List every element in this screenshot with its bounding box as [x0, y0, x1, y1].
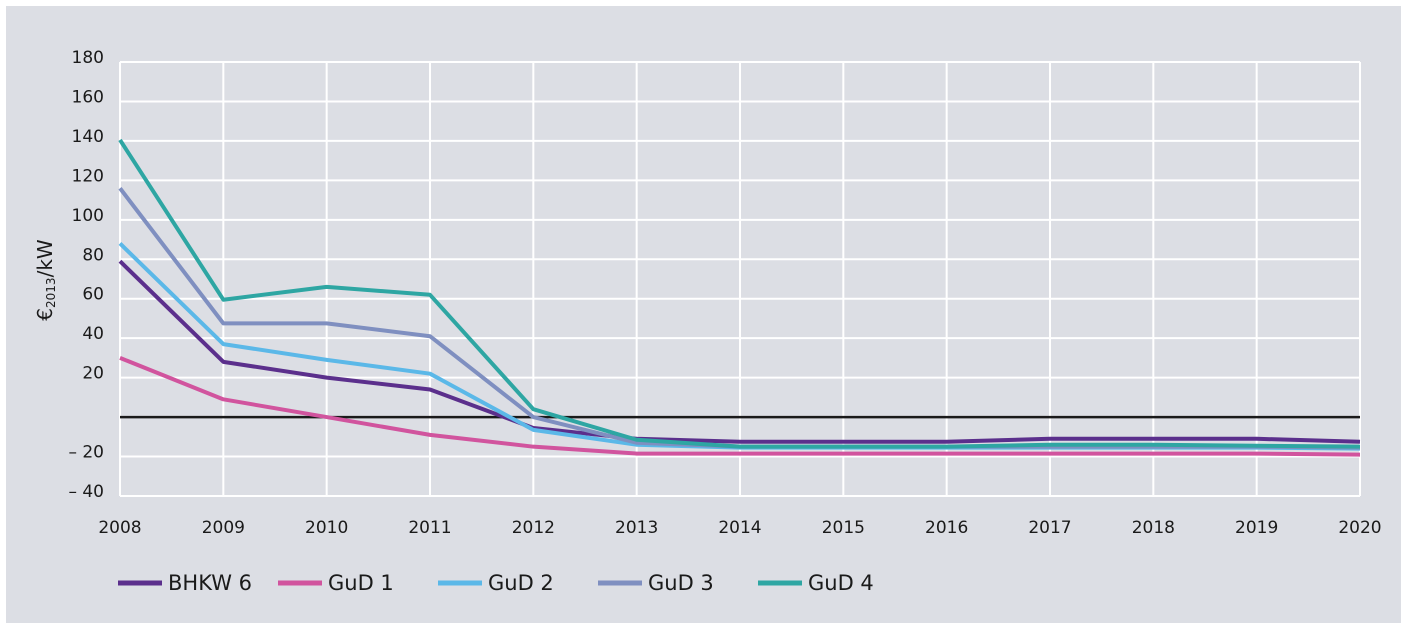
- y-label-symbol: €: [33, 308, 57, 321]
- y-tick-label: – 40: [68, 482, 104, 502]
- x-tick-label: 2020: [1338, 518, 1381, 538]
- x-tick-label: 2011: [408, 518, 451, 538]
- x-tick-label: 2015: [822, 518, 865, 538]
- x-tick-label: 2008: [98, 518, 141, 538]
- x-tick-label: 2019: [1235, 518, 1278, 538]
- series-line: [118, 138, 1361, 449]
- x-tick-label: 2018: [1132, 518, 1175, 538]
- y-tick-label: 60: [82, 285, 104, 305]
- x-tick-label: 2014: [718, 518, 761, 538]
- series-line: [118, 259, 1361, 444]
- y-tick-label: 160: [72, 87, 104, 107]
- series-line: [119, 356, 1361, 457]
- y-axis-label: €2013/kW: [33, 239, 58, 321]
- y-label-unit: /kW: [33, 239, 57, 277]
- y-tick-label: 140: [72, 127, 104, 147]
- legend-label: GuD 2: [488, 571, 554, 595]
- x-tick-label: 2010: [305, 518, 348, 538]
- x-tick-label: 2009: [202, 518, 245, 538]
- y-tick-label: 40: [82, 324, 104, 344]
- y-tick-label: – 20: [68, 443, 104, 463]
- x-tick-label: 2016: [925, 518, 968, 538]
- legend-label: BHKW 6: [168, 571, 252, 595]
- legend-label: GuD 1: [328, 571, 394, 595]
- y-tick-label: 20: [82, 364, 104, 384]
- y-tick-label: 180: [72, 48, 104, 68]
- y-tick-label: 80: [82, 245, 104, 265]
- panel: [6, 6, 1401, 623]
- legend-label: GuD 4: [808, 571, 874, 595]
- x-tick-label: 2012: [512, 518, 555, 538]
- x-tick-label: 2013: [615, 518, 658, 538]
- legend-label: GuD 3: [648, 571, 714, 595]
- x-tick-label: 2017: [1028, 518, 1071, 538]
- y-tick-label: 120: [72, 166, 104, 186]
- y-label-sub: 2013: [44, 277, 58, 308]
- y-tick-label: 100: [72, 206, 104, 226]
